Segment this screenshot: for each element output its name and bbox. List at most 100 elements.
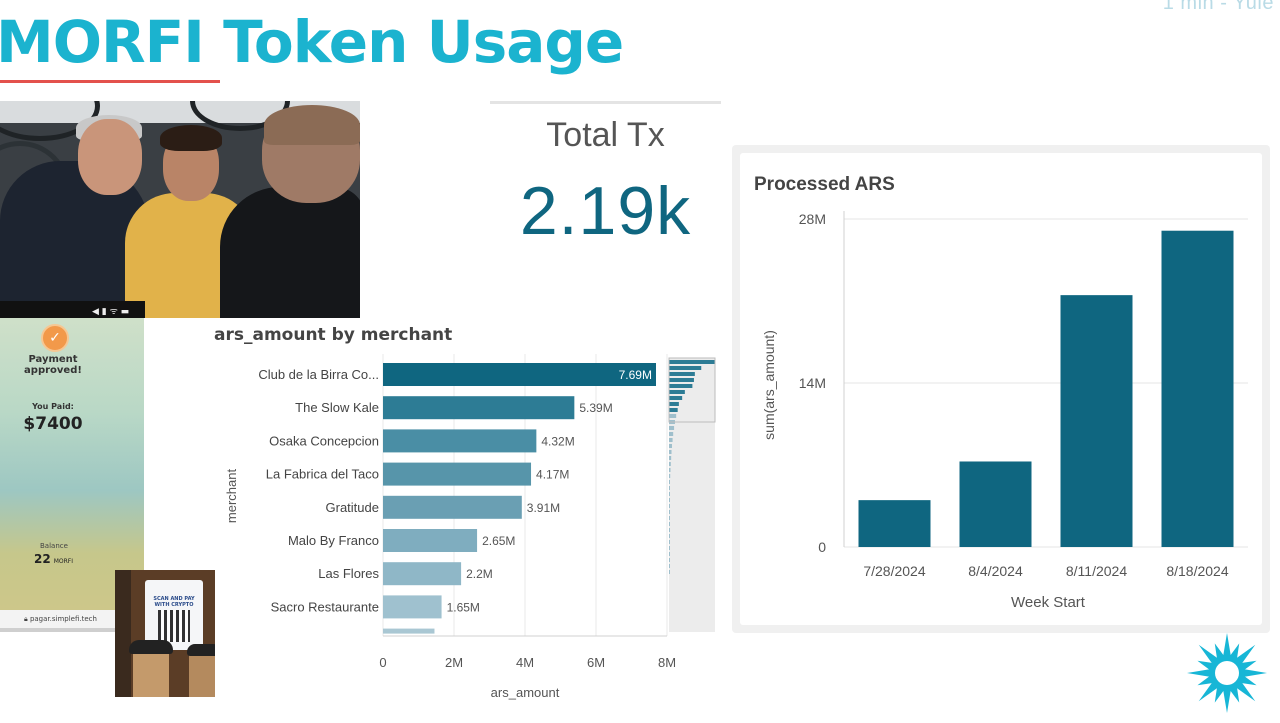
- category-label: Las Flores: [318, 566, 379, 581]
- value-label: 1.65M: [447, 600, 480, 614]
- url-bar: 🔒︎ pagar.simplefi.tech: [0, 610, 116, 628]
- minimap-bar: [669, 444, 672, 448]
- sun-ray: [1235, 644, 1256, 665]
- x-tick-label: 7/28/2024: [863, 563, 925, 579]
- processed-ars-card: Processed ARS 0 14M 28M sum(ars_amount) Week …: [732, 145, 1270, 633]
- minimap-bar: [669, 540, 670, 544]
- minimap-bar: [669, 468, 671, 472]
- minimap-bar: [669, 504, 670, 508]
- phone-bottom-strip: [0, 628, 144, 632]
- minimap-bar: [669, 366, 702, 370]
- x-axis-label: Week Start: [1011, 594, 1086, 611]
- title-underline: [0, 80, 220, 83]
- coffee-cup: [189, 650, 215, 697]
- minimap-bar: [669, 516, 670, 520]
- status-icons: ◀ ▮ ᯤ ▬: [92, 307, 130, 317]
- qr-sign-text: SCAN AND PAY WITH CRYPTO: [153, 596, 195, 608]
- minimap-bar: [669, 570, 670, 574]
- bar: [383, 429, 537, 453]
- minimap-bar: [669, 396, 683, 400]
- minimap-bar: [669, 546, 670, 550]
- qr-sign: SCAN AND PAY WITH CRYPTO: [145, 580, 203, 650]
- minimap-bar: [669, 480, 670, 484]
- minimap-bar: [669, 474, 671, 478]
- x-tick-label: 8M: [658, 655, 676, 670]
- bar: [383, 562, 462, 586]
- minimap-bar: [669, 432, 674, 436]
- qr-code-icon: [158, 610, 190, 642]
- kpi-value: 2.19k: [519, 173, 692, 249]
- y-axis-label: merchant: [224, 469, 239, 524]
- kpi-label: Total Tx: [546, 116, 665, 154]
- processed-ars-inner: Processed ARS 0 14M 28M sum(ars_amount) Week …: [740, 153, 1262, 625]
- minimap-bar: [669, 498, 670, 502]
- minimap-window: [668, 357, 716, 423]
- x-axis-label: ars_amount: [491, 685, 560, 700]
- people-photo: ◀ ▮ ᯤ ▬: [0, 101, 360, 318]
- page-title: MORFI Token Usage: [0, 8, 624, 76]
- x-tick-label: 2M: [445, 655, 463, 670]
- bar: [959, 461, 1032, 547]
- value-label: 4.17M: [536, 468, 569, 482]
- balance-unit: MORFI: [53, 558, 73, 565]
- lock-icon: 🔒︎: [24, 615, 30, 623]
- minimap-bar: [669, 450, 672, 454]
- category-label: Club de la Birra Co...: [258, 367, 379, 382]
- photo-edge: [115, 570, 131, 697]
- minimap-bar: [669, 390, 685, 394]
- minimap-bar: [669, 522, 670, 526]
- bar: [383, 462, 532, 486]
- minimap-bar: [669, 528, 670, 532]
- x-tick-label: 8/18/2024: [1166, 563, 1228, 579]
- y-tick-label: 0: [818, 539, 826, 555]
- bar: [383, 363, 656, 386]
- value-label: 7.69M: [619, 368, 652, 382]
- url-text: pagar.simplefi.tech: [29, 615, 97, 623]
- photo-status-bar: [0, 301, 145, 318]
- category-label: The Slow Kale: [295, 400, 379, 415]
- minimap-bar: [669, 486, 670, 490]
- x-tick-label: 4M: [516, 655, 534, 670]
- minimap-bar: [669, 414, 677, 418]
- category-label: La Fabrica del Taco: [266, 467, 379, 482]
- minimap-bar: [669, 360, 715, 364]
- y-axis-label: sum(ars_amount): [761, 330, 777, 440]
- person-center-hair: [160, 125, 222, 151]
- sun-ray: [1198, 681, 1219, 702]
- value-label: 2.65M: [482, 534, 515, 548]
- minimap-bar: [669, 552, 670, 556]
- category-label: Gratitude: [326, 500, 379, 515]
- minimap-bar: [669, 564, 670, 568]
- coffee-cup-lid: [187, 644, 215, 656]
- sun-ray: [1197, 675, 1214, 686]
- value-label: 2.2M: [466, 567, 493, 581]
- corner-text: 1 min - Yule: [1162, 0, 1274, 14]
- sun-ray: [1240, 660, 1257, 671]
- category-label: Osaka Concepcion: [269, 433, 379, 448]
- merchant-chart: ars_amount by merchant 0 2M 4M 6M 8M ars_amoun…: [214, 325, 716, 700]
- value-label: 4.32M: [541, 434, 574, 448]
- sun-logo-icon: [1187, 633, 1267, 713]
- sun-ray: [1240, 675, 1257, 686]
- y-tick-label: 28M: [799, 211, 826, 227]
- x-tick-label: 8/11/2024: [1066, 563, 1127, 579]
- x-tick-label: 6M: [587, 655, 605, 670]
- minimap-bar: [669, 462, 671, 466]
- person-right: [220, 187, 360, 318]
- sun-ray: [1214, 686, 1225, 703]
- minimap-bar: [669, 510, 670, 514]
- bar: [858, 500, 931, 547]
- sun-ray: [1223, 689, 1231, 713]
- kpi-divider: [490, 101, 721, 104]
- bar: [383, 628, 435, 634]
- sun-ray: [1197, 660, 1214, 671]
- value-label: 3.91M: [527, 501, 560, 515]
- bar: [383, 529, 478, 552]
- bar: [1060, 295, 1133, 547]
- sun-ray: [1187, 669, 1211, 677]
- minimap-bar: [669, 408, 678, 412]
- category-label: Sacro Restaurante: [271, 599, 379, 614]
- person-left-head: [78, 119, 142, 195]
- coffee-cup: [133, 648, 169, 697]
